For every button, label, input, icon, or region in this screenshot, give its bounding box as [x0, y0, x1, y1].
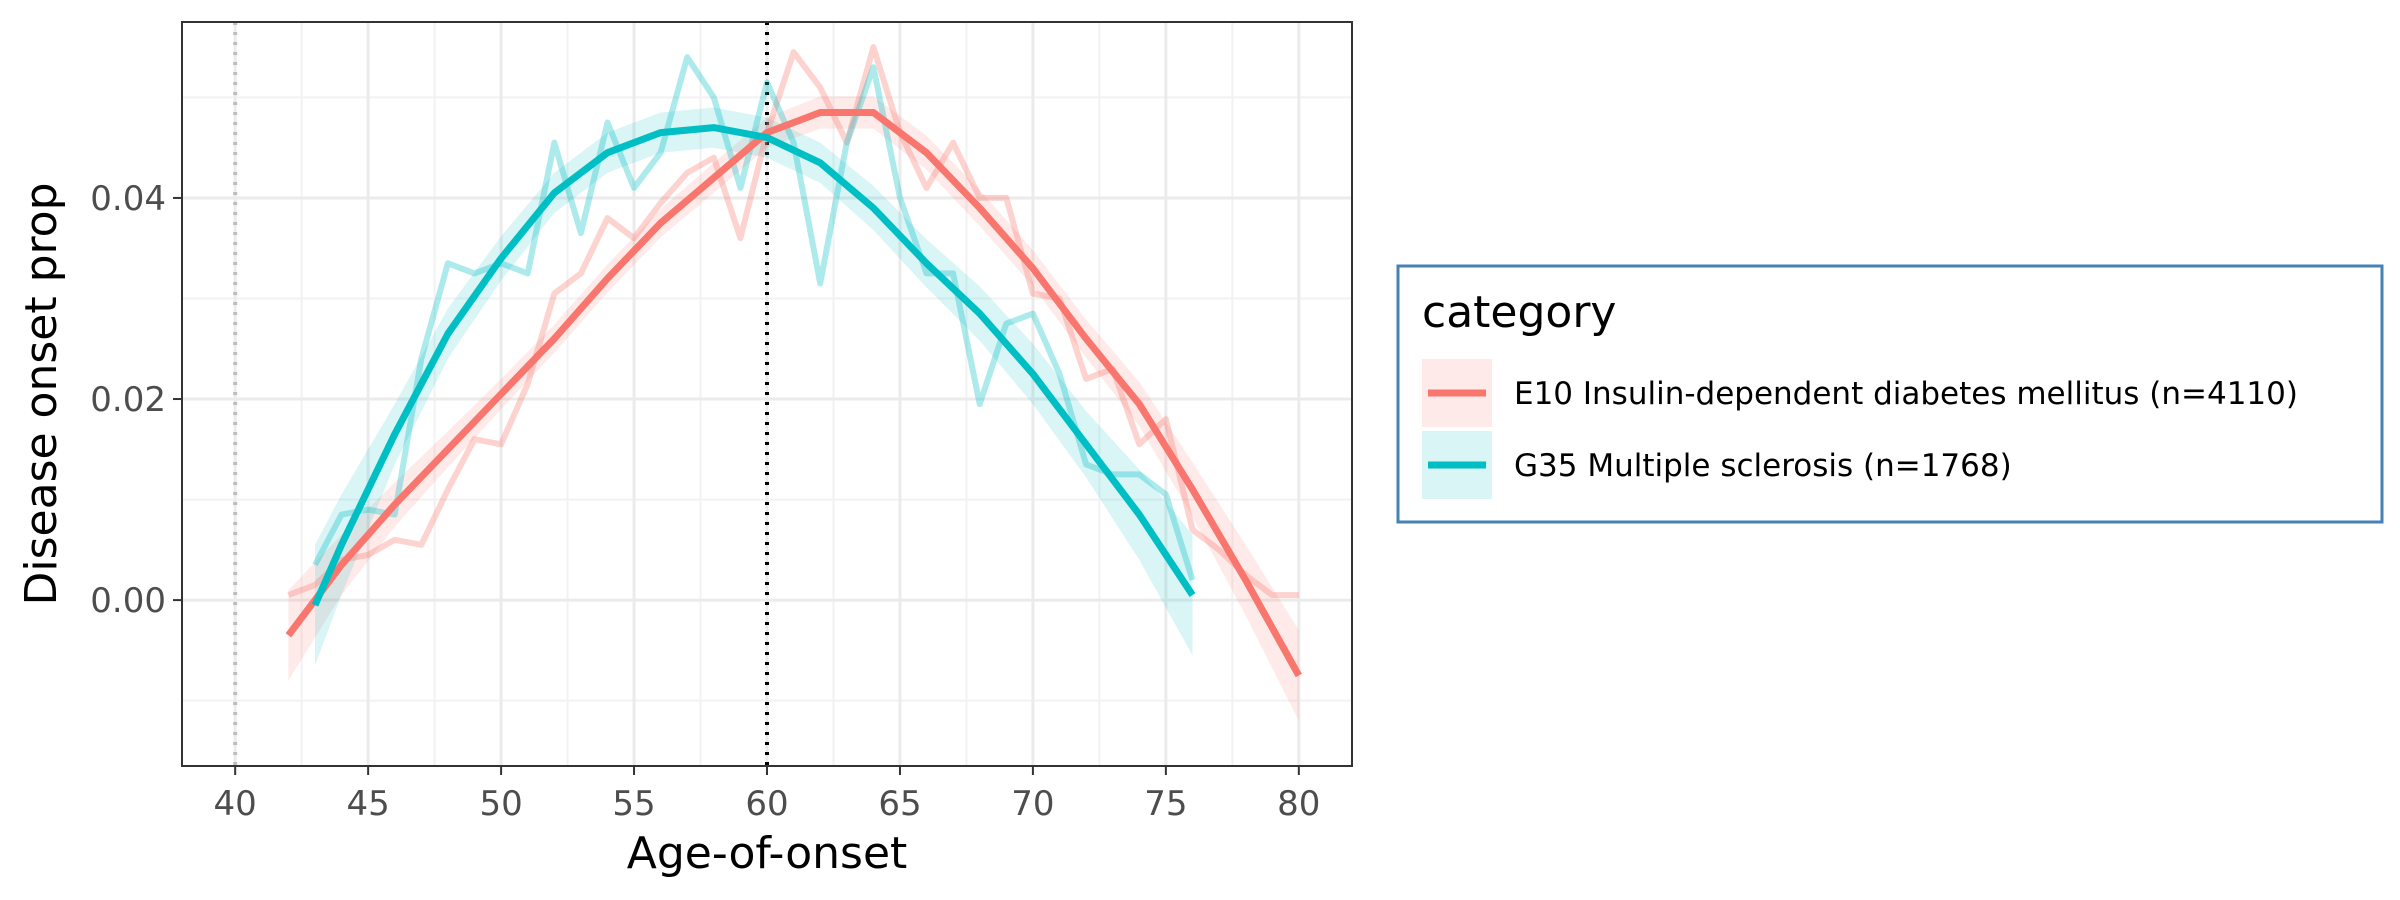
x-axis-title: Age-of-onset [627, 828, 908, 879]
x-tick-label: 60 [745, 784, 788, 824]
y-axis-title: Disease onset prop [16, 183, 67, 606]
y-axis: 0.00 0.02 0.04 [90, 179, 182, 621]
y-tick-label: 0.04 [90, 179, 166, 219]
reference-lines [233, 22, 769, 766]
y-tick-label: 0.00 [90, 581, 166, 621]
x-tick-label: 70 [1011, 784, 1054, 824]
legend-items: E10 Insulin-dependent diabetes mellitus … [1422, 359, 2298, 499]
y-tick-label: 0.02 [90, 380, 166, 420]
x-tick-label: 40 [214, 784, 257, 824]
legend: category E10 Insulin-dependent diabetes … [1396, 264, 2384, 524]
x-tick-label: 45 [347, 784, 390, 824]
series-layer [285, 44, 1302, 721]
x-tick-label: 50 [479, 784, 522, 824]
x-axis: 40 45 50 55 60 65 70 75 80 [214, 766, 1320, 824]
smooth-series-line [311, 124, 1196, 607]
x-tick-label: 80 [1277, 784, 1320, 824]
x-tick-label: 55 [612, 784, 655, 824]
legend-title: category [1422, 287, 1616, 338]
legend-border [1396, 264, 2384, 524]
x-tick-label: 65 [878, 784, 921, 824]
legend-label: G35 Multiple sclerosis (n=1768) [1514, 448, 2012, 484]
raw-series-line [287, 44, 1299, 599]
legend-label: E10 Insulin-dependent diabetes mellitus … [1514, 376, 2298, 412]
x-tick-label: 75 [1144, 784, 1187, 824]
smooth-series-line [285, 109, 1302, 678]
